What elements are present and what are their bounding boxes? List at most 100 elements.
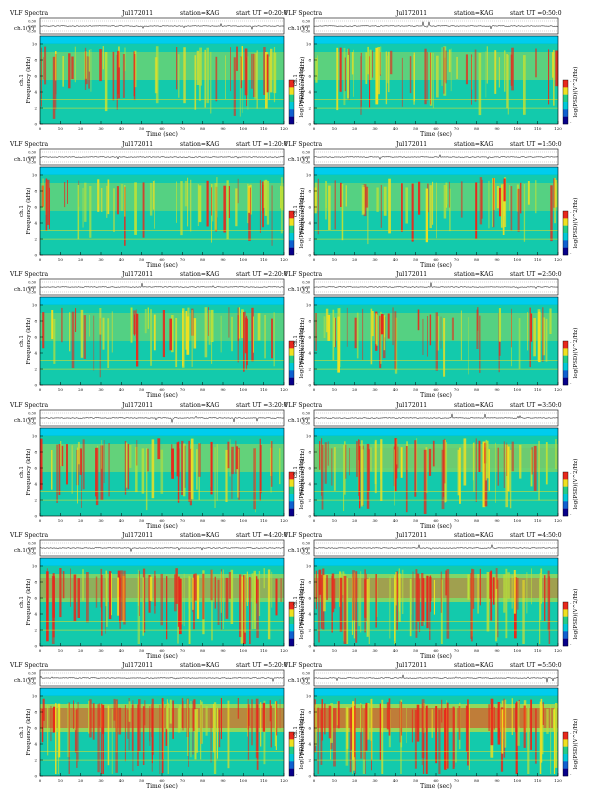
y-axis-label: ch.1: [293, 74, 299, 86]
spectrogram-streak: [210, 51, 212, 114]
spectrogram-streak: [327, 315, 331, 341]
spectrogram-streak: [495, 568, 498, 589]
spectrogram-streak: [473, 442, 475, 492]
spectrogram-streak: [243, 312, 245, 372]
spectrogram-streak: [471, 568, 473, 642]
spectrogram-streak: [505, 568, 508, 639]
y-tick-label: 6: [308, 205, 311, 210]
spectrogram-streak: [370, 447, 372, 472]
x-tick-label: 80: [474, 387, 480, 392]
spectrogram-streak: [367, 703, 370, 740]
y-tick-label: 8: [308, 450, 311, 455]
spectrogram-streak: [445, 50, 447, 84]
spectrogram-streak: [472, 569, 475, 609]
spectrogram-streak: [280, 177, 283, 234]
y-tick-label: 4: [308, 351, 311, 356]
colorbar-tick-label: -: [296, 340, 298, 345]
y-tick-label: 2: [34, 758, 37, 763]
spectrogram-streak: [265, 52, 268, 109]
spectrogram-streak: [396, 571, 398, 631]
spectrogram-streak: [380, 439, 383, 501]
spectrogram-streak: [70, 568, 71, 607]
spectrogram-streak: [530, 699, 532, 750]
spectrogram-streak: [177, 708, 181, 733]
spectrogram-streak: [196, 50, 200, 85]
x-tick-label: 10: [332, 648, 338, 653]
y-tick-label: 10: [306, 694, 312, 699]
colorbar-frame: [562, 340, 569, 386]
spectrogram-streak: [423, 449, 427, 514]
spectrogram-streak: [429, 576, 431, 640]
spectrogram-streak: [401, 57, 403, 107]
y-tick-label: 4: [308, 221, 311, 226]
colorbar-segment: [289, 116, 294, 125]
x-tick-label: 30: [98, 126, 104, 131]
colorbar-tick-label: -: [296, 79, 298, 84]
panel-title: VLF Spectra: [9, 402, 49, 409]
spectrogram-top-band: [40, 558, 284, 565]
amplitude-axis-label: ch.1(V): [288, 547, 308, 554]
y-tick-label: 4: [308, 482, 311, 487]
x-axis-label: Time (sec): [420, 392, 452, 399]
spectrogram-streak: [147, 448, 149, 472]
spectrogram-streak: [246, 571, 248, 606]
y-tick-label: 8: [34, 319, 37, 324]
x-tick-label: 70: [180, 126, 186, 131]
spectrogram-streak: [154, 57, 158, 94]
spectrogram-streak: [418, 578, 421, 632]
spectrogram-streak: [394, 449, 395, 506]
spectrogram-streak: [49, 187, 50, 230]
colorbar-segment: [563, 616, 568, 625]
x-axis-label: Time (sec): [146, 783, 178, 790]
spectrogram-streak: [498, 57, 500, 88]
spectrogram-streak: [375, 574, 377, 628]
amplitude-trace: [314, 21, 559, 30]
spectrogram-streak: [523, 184, 526, 242]
spectrogram-streak: [231, 316, 233, 352]
spectrogram-streak: [545, 442, 548, 485]
spectrogram-streak: [216, 444, 218, 501]
colorbar-segment: [289, 240, 294, 248]
spectrogram-streak: [545, 318, 548, 362]
colorbar-segment: [563, 638, 568, 647]
x-tick-label: 0: [313, 778, 316, 783]
x-tick-label: 10: [58, 518, 64, 523]
y-axis-label-frequency: Frequency (kHz): [299, 449, 306, 496]
panel-date: Jul172011: [121, 402, 153, 409]
spectrogram-streak: [57, 707, 60, 774]
spectrogram-streak: [119, 577, 121, 629]
spectrogram-streak: [380, 184, 382, 228]
colorbar-label: log(PSD)(V^2/Hz): [298, 328, 305, 379]
spectrogram-streak: [400, 447, 403, 478]
x-axis-label: Time (sec): [420, 131, 452, 138]
colorbar-tick-label: -: [570, 731, 572, 736]
amplitude-tick-label: 0.00: [28, 547, 36, 551]
spectrogram-streak: [416, 573, 420, 622]
y-tick-label: 0: [34, 383, 37, 388]
y-tick-label: 10: [306, 173, 312, 178]
spectrogram-streak: [100, 188, 103, 212]
amplitude-tick-label: 0.00: [28, 417, 36, 421]
panel-station: station=KAG: [454, 402, 493, 409]
amplitude-tick-label: 0.30: [302, 151, 310, 155]
spectrogram-streak: [444, 709, 446, 770]
spectrogram-streak: [251, 307, 254, 362]
spectrogram-streak: [230, 47, 231, 92]
colorbar-tick-label: -: [296, 512, 298, 517]
x-tick-label: 110: [534, 126, 542, 131]
x-tick-label: 10: [332, 387, 338, 392]
colorbar-segment: [289, 494, 294, 502]
spectrogram-streak: [362, 308, 364, 360]
y-tick-label: 8: [34, 58, 37, 63]
spectrogram-streak: [166, 576, 168, 640]
x-tick-label: 100: [240, 257, 248, 262]
spectrogram-streak: [523, 705, 526, 748]
spectrogram-streak: [413, 55, 415, 105]
x-tick-label: 30: [372, 387, 378, 392]
panel-station: station=KAG: [180, 532, 219, 539]
spectrogram-streak: [470, 573, 472, 639]
x-tick-label: 50: [413, 518, 419, 523]
colorbar-label: log(PSD)(V^2/Hz): [572, 459, 579, 510]
panel-start-ut: start UT =0:50:0: [510, 10, 562, 17]
spectrogram-streak: [128, 698, 130, 751]
